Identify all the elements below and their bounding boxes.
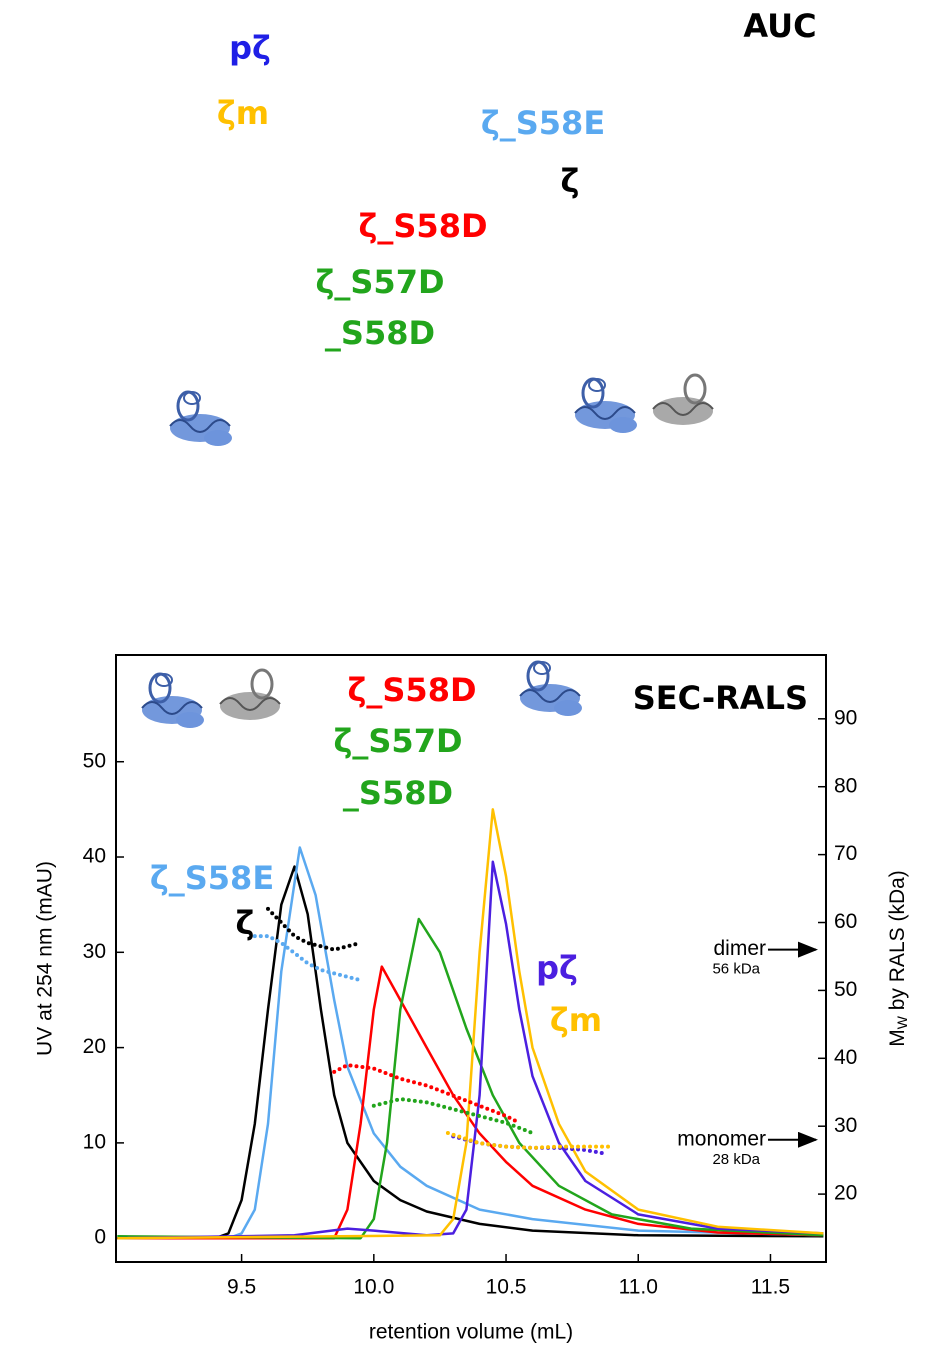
y2-tick-label: 30 bbox=[834, 1114, 857, 1137]
auc-label: ζ bbox=[561, 162, 580, 200]
dimer-icon bbox=[142, 670, 280, 728]
series-label: ζm bbox=[550, 1001, 602, 1039]
y2-tick-label: 50 bbox=[834, 978, 857, 1001]
marker-label: dimer bbox=[713, 937, 766, 960]
y2-tick-label: 40 bbox=[834, 1046, 857, 1069]
y-tick-label: 10 bbox=[83, 1130, 106, 1153]
series-label: pζ bbox=[536, 949, 578, 987]
y2-axis-title-rest: by RALS (kDa) bbox=[886, 870, 909, 1016]
auc-label: _S58D bbox=[325, 314, 435, 352]
y-tick-label: 20 bbox=[83, 1035, 106, 1058]
auc-title: AUC bbox=[743, 7, 816, 45]
x-tick-label: 10.5 bbox=[486, 1276, 527, 1299]
y-tick-label: 30 bbox=[83, 940, 106, 963]
y-tick-label: 0 bbox=[94, 1226, 106, 1249]
auc-label: ζ_S58E bbox=[481, 104, 605, 142]
marker-label: monomer bbox=[677, 1127, 766, 1150]
monomer-icon bbox=[170, 392, 232, 446]
mw-series bbox=[448, 1133, 612, 1148]
y2-tick-label: 80 bbox=[834, 774, 857, 797]
y2-tick-label: 20 bbox=[834, 1182, 857, 1205]
auc-label: ζm bbox=[217, 94, 269, 132]
figure: AUC pζζmζ_S58Eζζ_S58Dζ_S57D_S58D 9.510.0… bbox=[0, 0, 940, 1347]
series-label: ζ_S58D bbox=[347, 671, 476, 709]
y2-tick-label: 90 bbox=[834, 706, 857, 729]
sec-rals-chart: 9.5 10.0 10.5 11.0 11.5 0 10 20 30 40 50 20 30 40 50 60… bbox=[34, 655, 910, 1344]
series-label: ζ bbox=[236, 904, 255, 942]
auc-label: pζ bbox=[229, 29, 271, 67]
x-axis-title: retention volume (mL) bbox=[369, 1321, 573, 1344]
y-tick-label: 50 bbox=[83, 749, 106, 772]
y2-axis-title-main: M bbox=[886, 1029, 909, 1047]
uv-series bbox=[117, 862, 823, 1238]
y2-tick-label: 60 bbox=[834, 910, 857, 933]
y-tick-label: 40 bbox=[83, 845, 106, 868]
monomer-icon bbox=[520, 662, 582, 716]
series-label: ζ_S58E bbox=[150, 859, 274, 897]
x-tick-label: 11.0 bbox=[619, 1276, 658, 1299]
marker-sublabel: 56 kDa bbox=[712, 961, 760, 978]
marker-sublabel: 28 kDa bbox=[712, 1151, 760, 1168]
y2-axis-title-sub: W bbox=[894, 1015, 910, 1029]
x-tick-label: 10.0 bbox=[353, 1276, 394, 1299]
auc-panel: AUC pζ ζm ζ_S58E ζ ζ_S58D ζ_S57D _S58D bbox=[170, 7, 817, 446]
dimer-icon bbox=[575, 375, 713, 433]
auc-label: ζ_S58D bbox=[358, 207, 487, 245]
series-label: _S58D bbox=[343, 774, 453, 812]
series-label: ζ_S57D bbox=[333, 722, 462, 760]
x-tick-label: 9.5 bbox=[227, 1276, 256, 1299]
y-axis-title: UV at 254 nm (mAU) bbox=[34, 861, 57, 1056]
auc-label: ζ_S57D bbox=[315, 263, 444, 301]
y2-axis-title: MW by RALS (kDa) bbox=[886, 870, 910, 1047]
y2-tick-label: 70 bbox=[834, 842, 857, 865]
x-tick-label: 11.5 bbox=[751, 1276, 790, 1299]
chart-title: SEC-RALS bbox=[633, 679, 808, 717]
